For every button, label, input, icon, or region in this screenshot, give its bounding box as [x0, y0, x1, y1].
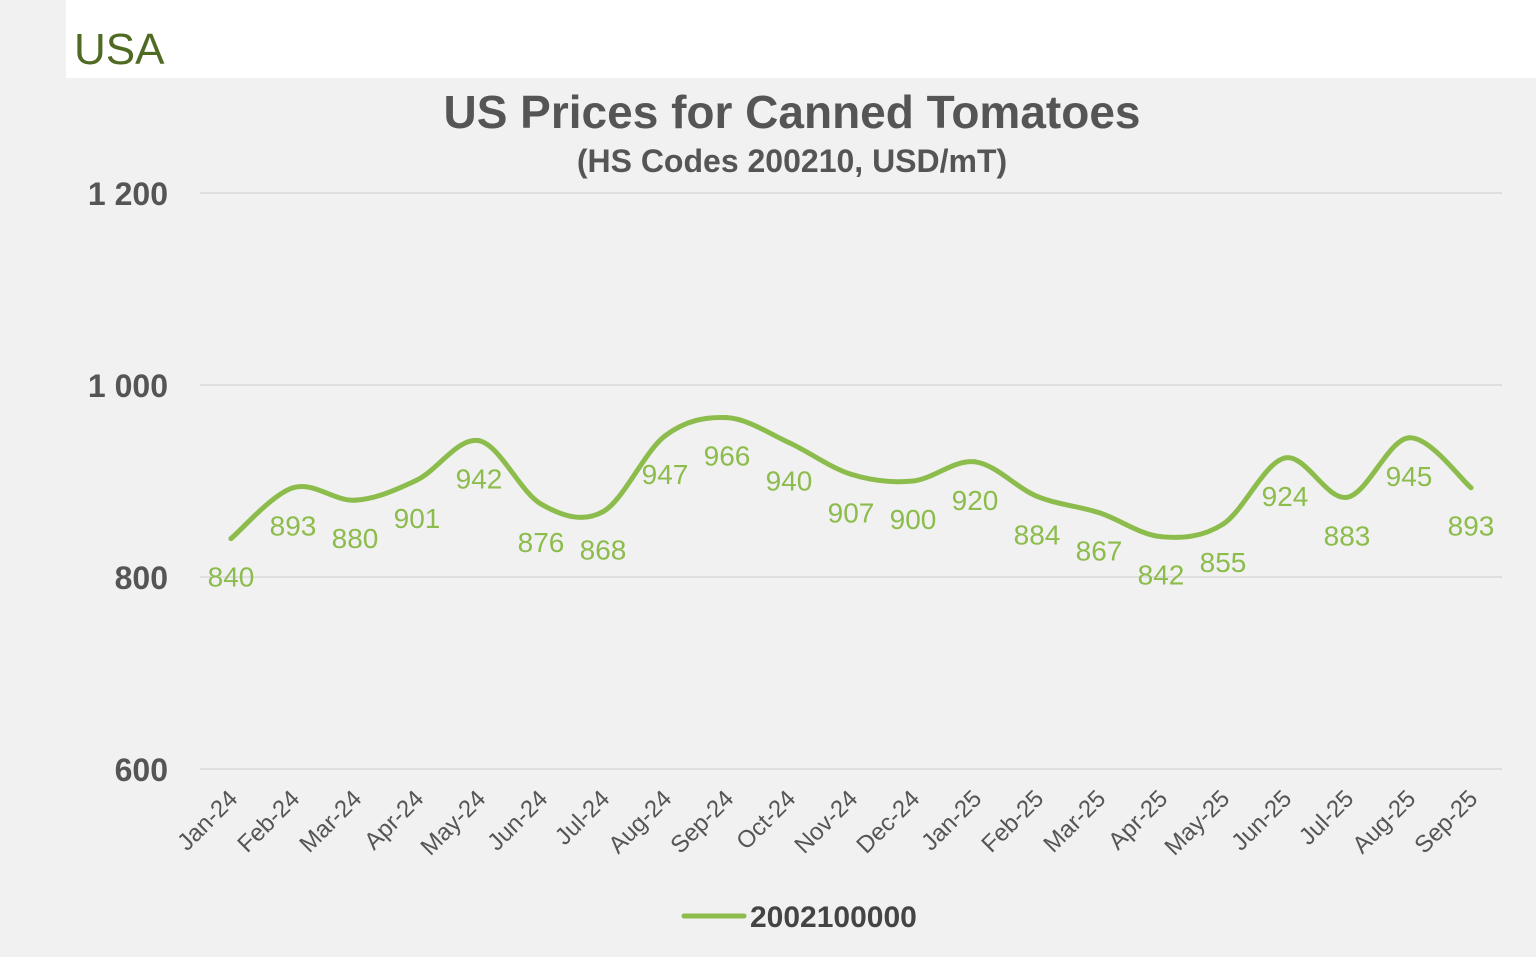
- y-axis-ticks: 600 800 1 000 1 200: [88, 176, 168, 788]
- data-label: 920: [952, 485, 999, 516]
- chart-subtitle: (HS Codes 200210, USD/mT): [577, 143, 1007, 179]
- x-tick-label: Jun-24: [482, 785, 553, 856]
- data-label: 947: [642, 459, 689, 490]
- x-tick-label: May-25: [1160, 785, 1236, 861]
- x-tick-label: Jun-25: [1226, 785, 1297, 856]
- legend-label: 2002100000: [750, 901, 917, 934]
- y-tick-label: 600: [115, 752, 168, 788]
- data-label: 893: [1448, 511, 1495, 542]
- data-label: 907: [828, 497, 875, 528]
- data-label: 966: [704, 441, 751, 472]
- data-label: 880: [332, 523, 379, 554]
- data-label: 884: [1014, 519, 1061, 550]
- x-axis-ticks: Jan-24Feb-24Mar-24Apr-24May-24Jun-24Jul-…: [172, 785, 1483, 861]
- series-line-group: [228, 414, 1474, 542]
- y-tick-label: 1 200: [88, 176, 168, 212]
- data-point: [1344, 494, 1350, 500]
- data-label: 883: [1324, 520, 1371, 551]
- x-tick-label: Mar-24: [294, 785, 367, 858]
- data-label: 901: [394, 503, 441, 534]
- data-label: 940: [766, 466, 813, 497]
- data-point: [972, 459, 978, 465]
- x-tick-label: Nov-24: [789, 785, 863, 859]
- data-point: [600, 509, 606, 515]
- data-label: 893: [270, 511, 317, 542]
- x-tick-label: Dec-24: [851, 785, 925, 859]
- data-labels: 840 893 880 901 942 876 868 947 966 940 907 900 920 8…: [208, 441, 1495, 593]
- data-point: [848, 471, 854, 477]
- y-tick-label: 1 000: [88, 368, 168, 404]
- x-tick-label: Aug-25: [1347, 785, 1421, 859]
- chart-title: US Prices for Canned Tomatoes: [444, 86, 1141, 138]
- x-tick-label: Feb-24: [232, 785, 305, 858]
- data-point: [1220, 521, 1226, 527]
- data-point: [1034, 493, 1040, 499]
- data-label: 945: [1386, 461, 1433, 492]
- data-point: [476, 438, 482, 444]
- data-label: 868: [580, 535, 627, 566]
- data-label: 855: [1200, 547, 1247, 578]
- x-tick-label: Feb-25: [976, 785, 1049, 858]
- data-point: [290, 485, 296, 491]
- data-point: [352, 497, 358, 503]
- data-point: [538, 501, 544, 507]
- x-tick-label: Sep-25: [1409, 785, 1483, 859]
- data-point: [1468, 485, 1474, 491]
- data-point: [414, 477, 420, 483]
- header-strip: [66, 0, 1536, 78]
- data-point: [786, 440, 792, 446]
- data-label: 942: [456, 464, 503, 495]
- data-point: [1096, 510, 1102, 516]
- data-point: [662, 433, 668, 439]
- x-tick-label: Jan-25: [916, 785, 987, 856]
- x-tick-label: Jan-24: [172, 785, 243, 856]
- x-tick-label: May-24: [416, 785, 492, 861]
- data-label: 867: [1076, 536, 1123, 567]
- data-label: 900: [890, 504, 937, 535]
- data-point: [724, 415, 730, 421]
- x-tick-label: Mar-25: [1038, 785, 1111, 858]
- data-point: [228, 536, 234, 542]
- data-label: 840: [208, 562, 255, 593]
- gridlines: [200, 192, 1502, 770]
- data-label: 924: [1262, 481, 1309, 512]
- y-tick-label: 800: [115, 560, 168, 596]
- data-label: 876: [518, 527, 565, 558]
- legend: 2002100000: [681, 901, 917, 934]
- data-point: [1158, 534, 1164, 540]
- data-point: [1282, 455, 1288, 461]
- x-tick-label: Oct-24: [731, 785, 801, 855]
- data-point: [910, 478, 916, 484]
- region-label: USA: [74, 25, 165, 74]
- data-point: [1406, 435, 1412, 441]
- x-tick-label: Aug-24: [603, 785, 677, 859]
- x-tick-label: Sep-24: [665, 785, 739, 859]
- data-label: 842: [1138, 560, 1185, 591]
